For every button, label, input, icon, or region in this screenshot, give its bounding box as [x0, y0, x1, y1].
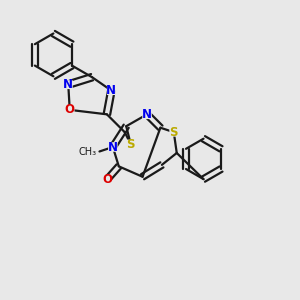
Text: CH₃: CH₃: [79, 147, 97, 157]
FancyBboxPatch shape: [65, 105, 74, 115]
Text: S: S: [169, 126, 178, 139]
Text: N: N: [108, 140, 118, 154]
FancyBboxPatch shape: [102, 175, 111, 184]
Text: N: N: [106, 84, 116, 97]
FancyBboxPatch shape: [142, 110, 152, 119]
FancyBboxPatch shape: [126, 140, 135, 148]
FancyBboxPatch shape: [107, 86, 116, 95]
Text: N: N: [142, 108, 152, 121]
FancyBboxPatch shape: [64, 80, 73, 89]
Text: S: S: [126, 138, 135, 151]
Text: N: N: [63, 78, 73, 91]
FancyBboxPatch shape: [169, 128, 178, 136]
FancyBboxPatch shape: [108, 142, 118, 152]
Text: O: O: [102, 173, 112, 186]
Text: O: O: [65, 103, 75, 116]
